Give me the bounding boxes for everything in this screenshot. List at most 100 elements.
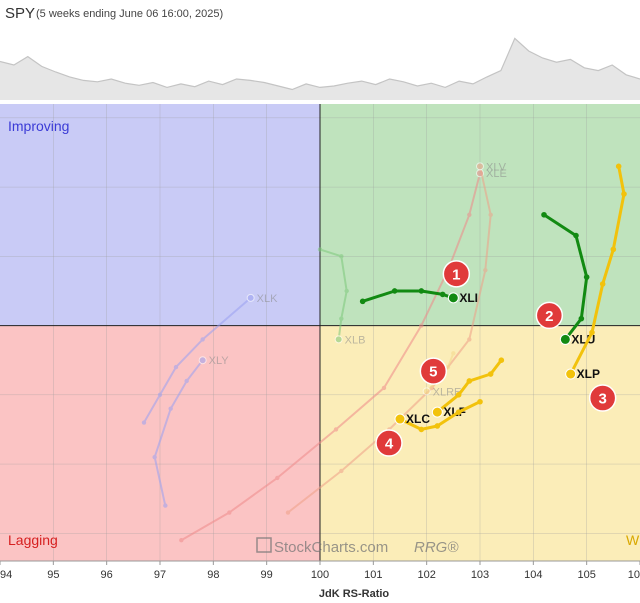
- head-point-xlv[interactable]: [476, 162, 484, 171]
- quadrant-label-improving: Improving: [8, 118, 69, 134]
- head-point-xlp[interactable]: [565, 368, 577, 380]
- head-point-xlf[interactable]: [431, 406, 443, 418]
- tail-point: [583, 274, 590, 280]
- tail-point: [179, 538, 184, 543]
- tail-point: [541, 211, 547, 218]
- head-point-xli[interactable]: [447, 292, 459, 304]
- tail-point: [589, 329, 595, 336]
- tail-point: [317, 247, 323, 252]
- tail-point: [173, 364, 179, 370]
- tail-point: [141, 420, 147, 425]
- tail-point: [168, 406, 173, 411]
- tail-point: [467, 212, 472, 217]
- series-label-xlp: XLP: [577, 367, 600, 381]
- badge-number: 3: [598, 391, 606, 408]
- head-point-xlu[interactable]: [559, 333, 571, 345]
- series-xlre[interactable]: XLRE: [422, 351, 462, 398]
- tail-line-xlp: [569, 164, 626, 376]
- badge-2: 2: [535, 301, 564, 330]
- series-label-xlv: XLV: [486, 161, 507, 173]
- tail-point: [466, 378, 473, 384]
- tail-point: [578, 315, 585, 322]
- badge-circle: [375, 429, 403, 457]
- series-xlu[interactable]: XLU: [541, 211, 595, 346]
- tail-point: [157, 392, 163, 398]
- tail-point: [200, 337, 205, 342]
- badge-4: 4: [375, 429, 403, 457]
- series-xlb[interactable]: XLB: [317, 247, 366, 346]
- x-tick-label: 10: [628, 569, 640, 581]
- tail-point: [434, 423, 441, 429]
- tail-point: [418, 426, 425, 433]
- tail-point: [339, 316, 344, 321]
- series-label-xle: XLE: [486, 168, 507, 180]
- watermark-brand: StockCharts.com: [274, 539, 388, 556]
- badge-circle: [535, 301, 564, 330]
- badge-3: 3: [588, 384, 617, 412]
- head-point-xlb[interactable]: [334, 335, 343, 344]
- x-tick-label: 101: [364, 569, 382, 581]
- x-tick-label: 96: [101, 569, 113, 581]
- head-point-xly[interactable]: [198, 356, 207, 365]
- highlighted-tails: XLI XLU XLP XLF XLC: [359, 163, 627, 433]
- tail-point: [477, 398, 483, 405]
- badge-5: 5: [419, 357, 448, 385]
- sparkline-line: [0, 37, 640, 91]
- x-axis-label: JdK RS-Ratio: [319, 588, 390, 600]
- x-tick-label: 99: [261, 569, 273, 581]
- head-point-xlc[interactable]: [394, 413, 406, 425]
- tail-point: [445, 364, 451, 370]
- tail-point: [487, 371, 494, 377]
- x-tick-label: 95: [47, 569, 59, 581]
- tail-point: [381, 385, 387, 391]
- x-tick-label: 98: [207, 569, 219, 581]
- grid-lines: [0, 104, 640, 561]
- series-xlp[interactable]: XLP: [565, 163, 627, 382]
- benchmark-symbol: SPY: [5, 5, 36, 22]
- series-xli[interactable]: XLI: [359, 288, 478, 305]
- tail-point: [488, 212, 493, 217]
- badge-1: 1: [442, 260, 471, 288]
- badge-number: 1: [452, 266, 460, 283]
- series-label-xlre: XLRE: [433, 386, 462, 398]
- tail-point: [455, 409, 462, 415]
- tail-point: [339, 468, 344, 474]
- quadrant-label-weakening: W: [626, 532, 640, 548]
- tail-point: [599, 281, 606, 287]
- tail-point: [152, 454, 157, 460]
- series-label-xly: XLY: [209, 355, 230, 367]
- badge-circle: [442, 260, 471, 288]
- series-label-xlf: XLF: [443, 405, 466, 419]
- stockcharts-watermark: StockCharts.com RRG®: [256, 537, 459, 556]
- badge-number: 2: [545, 308, 553, 325]
- watermark-product: RRG®: [414, 539, 459, 556]
- tail-point: [285, 510, 291, 515]
- annotation-badges: 1 2 3 5 4: [375, 260, 617, 457]
- sparkline-area: [0, 38, 640, 100]
- tail-point: [227, 510, 232, 515]
- quadrant-label-lagging: Lagging: [8, 532, 58, 548]
- tail-point: [455, 392, 462, 398]
- head-point-xlre[interactable]: [422, 387, 431, 396]
- x-tick-label: 100: [311, 569, 329, 581]
- tail-point: [498, 357, 505, 363]
- x-tick-label: 105: [577, 569, 595, 581]
- x-axis: 94 95 96 97 98 99 100 101 102 103 104 105 10: [0, 560, 640, 581]
- head-point-xlk[interactable]: [246, 293, 255, 302]
- series-xlv[interactable]: XLV: [285, 161, 507, 515]
- tail-point: [163, 503, 168, 508]
- tail-point: [621, 191, 627, 197]
- series-xlk[interactable]: XLK: [141, 293, 278, 425]
- x-tick-label: 103: [471, 569, 489, 581]
- x-tick-label: 97: [154, 569, 166, 581]
- tail-point: [451, 351, 456, 356]
- tail-point: [419, 323, 424, 328]
- series-xlc[interactable]: XLC: [394, 398, 483, 433]
- series-xly[interactable]: XLY: [152, 355, 229, 508]
- series-label-xlk: XLK: [257, 293, 278, 305]
- series-xlf[interactable]: XLF: [431, 357, 505, 419]
- tail-point: [275, 475, 280, 481]
- tail-point: [391, 288, 398, 294]
- badge-number: 4: [385, 436, 394, 453]
